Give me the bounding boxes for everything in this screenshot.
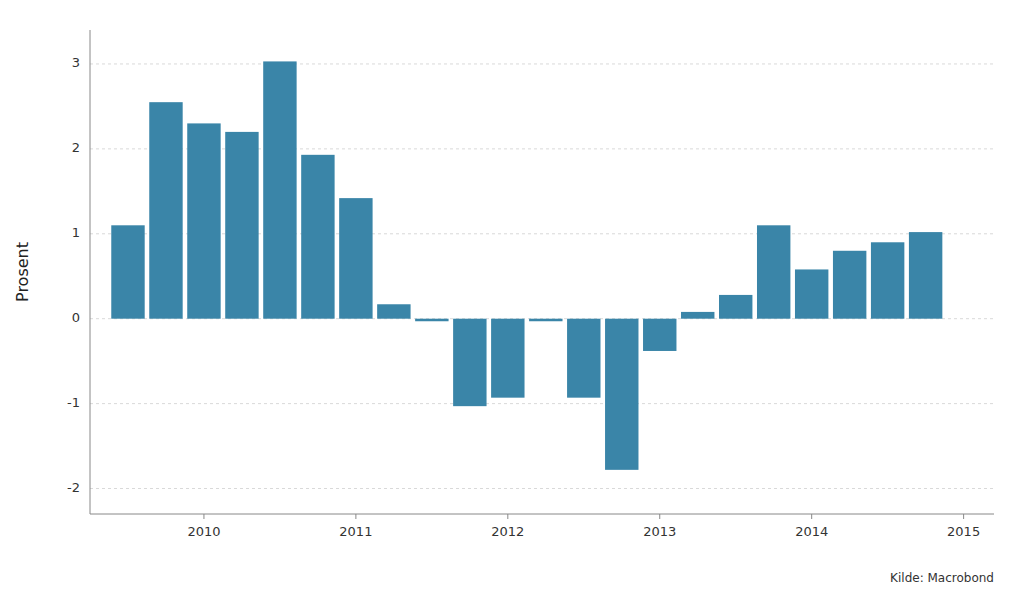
x-axis-line xyxy=(90,514,994,515)
x-tick-label: 2015 xyxy=(947,524,980,539)
y-axis-line xyxy=(90,30,91,514)
bar xyxy=(187,123,220,318)
bar xyxy=(415,319,448,322)
bar xyxy=(795,269,828,318)
y-axis-label: Prosent xyxy=(13,242,32,302)
bar xyxy=(567,319,600,398)
bar xyxy=(757,225,790,318)
bar xyxy=(605,319,638,470)
x-tick-label: 2011 xyxy=(339,524,372,539)
bars xyxy=(111,61,942,469)
x-tick-label: 2013 xyxy=(643,524,676,539)
x-tick xyxy=(811,514,812,519)
bar xyxy=(681,312,714,319)
bar xyxy=(377,304,410,318)
y-tick-label: 3 xyxy=(72,55,80,70)
source-annotation: Kilde: Macrobond xyxy=(890,571,994,585)
bar xyxy=(111,225,144,318)
y-tick-label: -1 xyxy=(67,395,80,410)
y-tick-label: 1 xyxy=(72,225,80,240)
bar xyxy=(453,319,486,406)
bar xyxy=(909,232,942,319)
x-tick-label: 2010 xyxy=(187,524,220,539)
x-tick xyxy=(203,514,204,519)
grid xyxy=(90,64,994,489)
bar xyxy=(301,155,334,319)
x-tick xyxy=(659,514,660,519)
chart: -2 -1 0 1 2 3 2010 2011 2012 2013 2014 2015 Prosent K… xyxy=(0,0,1024,594)
x-tick xyxy=(963,514,964,519)
x-tick xyxy=(507,514,508,519)
bar xyxy=(643,319,676,351)
x-tick xyxy=(355,514,356,519)
y-tick-label: 0 xyxy=(72,310,80,325)
chart-container: -2 -1 0 1 2 3 2010 2011 2012 2013 2014 2015 Prosent K… xyxy=(0,0,1024,594)
bar xyxy=(719,295,752,319)
grid-line xyxy=(90,488,994,489)
y-tick-label: 2 xyxy=(72,140,80,155)
grid-line xyxy=(90,403,994,404)
bar xyxy=(529,319,562,322)
bar xyxy=(833,251,866,319)
grid-line xyxy=(90,63,994,64)
bar xyxy=(491,319,524,398)
bar xyxy=(263,61,296,318)
bar xyxy=(149,102,182,319)
bar xyxy=(871,242,904,318)
y-tick-label: -2 xyxy=(67,480,80,495)
bar xyxy=(339,198,372,319)
x-tick-label: 2014 xyxy=(795,524,828,539)
bar xyxy=(225,132,258,319)
x-tick-label: 2012 xyxy=(491,524,524,539)
